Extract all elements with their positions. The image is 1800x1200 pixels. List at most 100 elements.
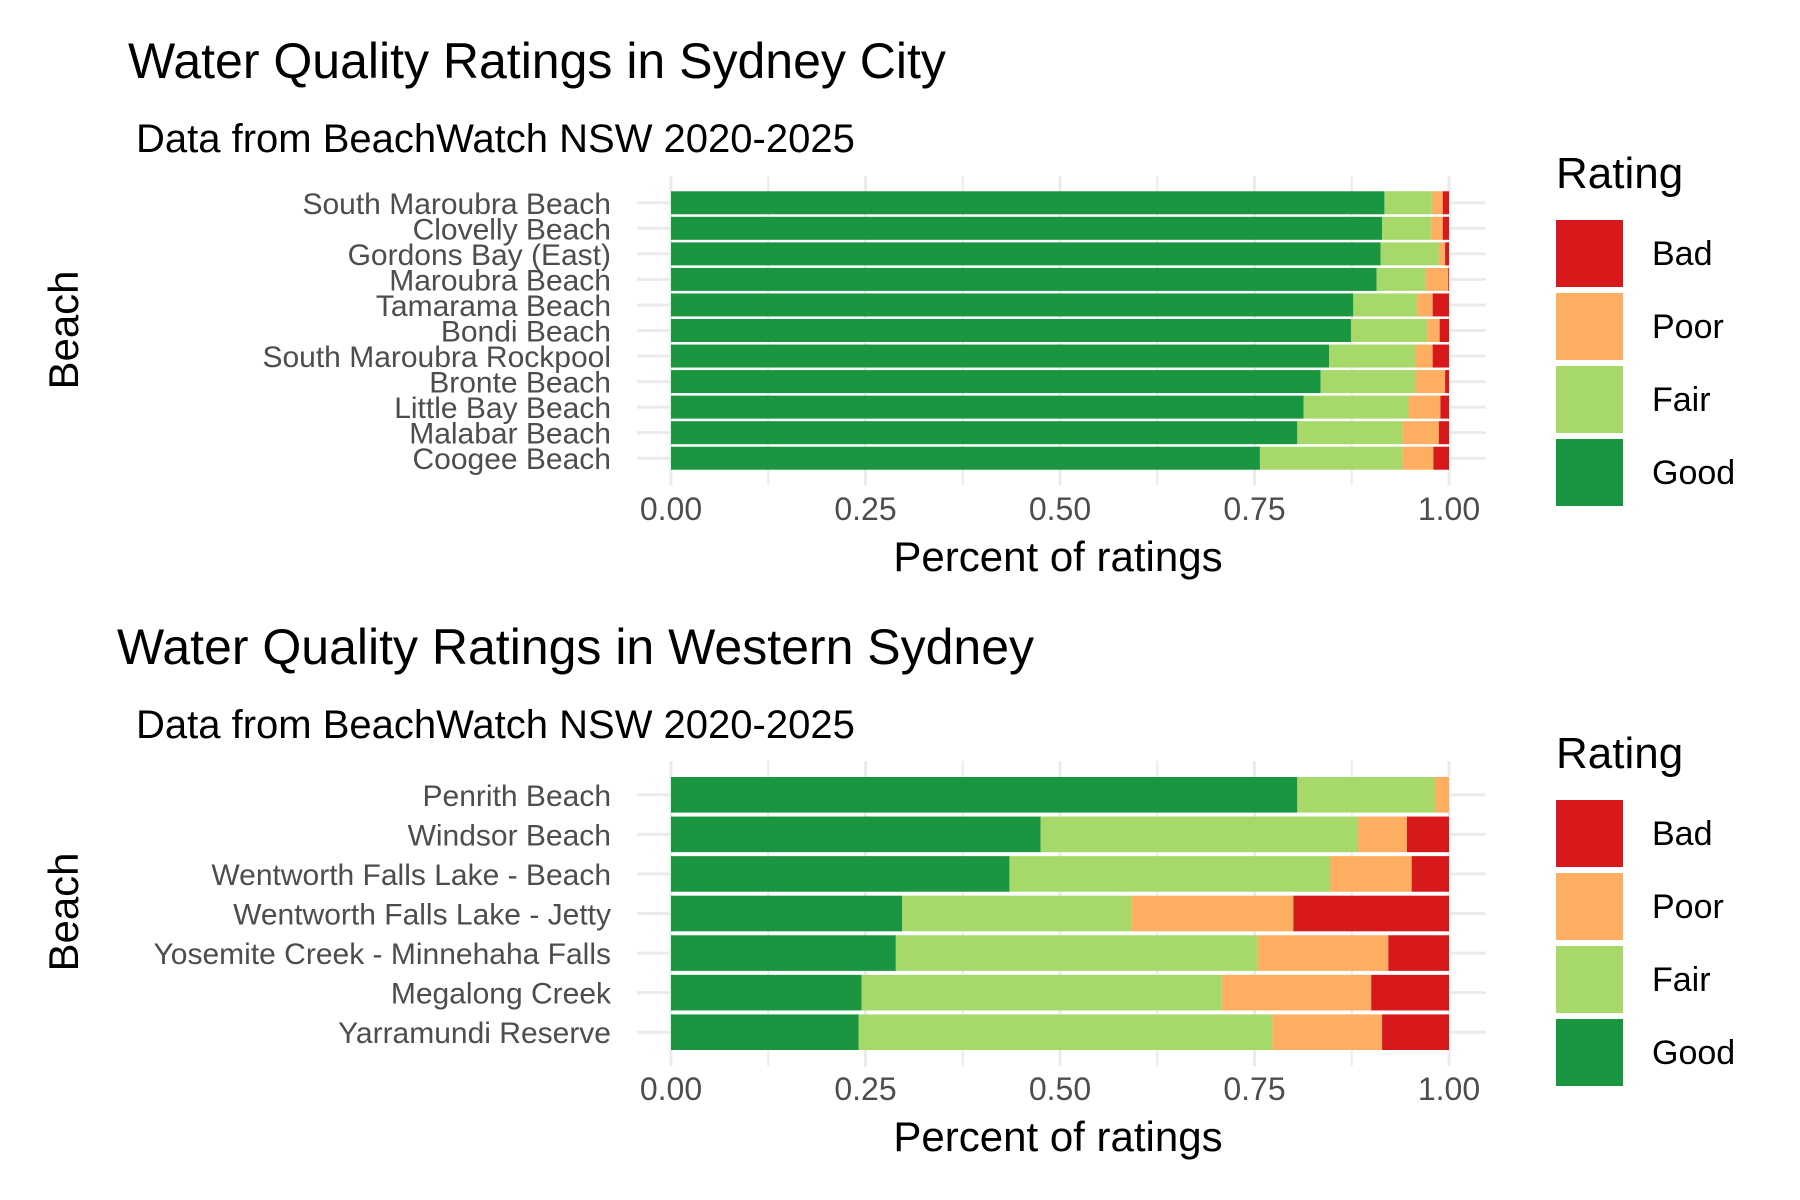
bar-segment-good <box>671 446 1260 470</box>
y-axis-label: Beach <box>40 852 87 971</box>
x-axis-label: Percent of ratings <box>893 1113 1222 1160</box>
y-tick-label: Yarramundi Reserve <box>338 1017 611 1050</box>
y-tick-label: Windsor Beach <box>408 819 611 852</box>
bar-segment-good <box>671 895 903 932</box>
bar-segment-bad <box>1440 395 1449 419</box>
y-axis-label: Beach <box>40 270 87 389</box>
y-tick-label: Bondi Beach <box>441 316 611 349</box>
y-tick-label: Tamarama Beach <box>376 290 611 323</box>
bar-segment-good <box>671 421 1298 445</box>
y-tick-label: South Maroubra Beach <box>302 188 611 221</box>
bar-segment-fair <box>1040 816 1358 853</box>
y-tick-label: Gordons Bay (East) <box>348 239 611 272</box>
x-tick-label: 0.00 <box>640 491 702 527</box>
bar-segment-fair <box>1259 446 1403 470</box>
legend-label: Fair <box>1652 961 1711 999</box>
bar-segment-good <box>671 816 1041 853</box>
bar-segment-good <box>671 395 1304 419</box>
y-tick-label: Clovelly Beach <box>413 213 611 246</box>
bar-segment-bad <box>1371 974 1449 1011</box>
bar-segment-poor <box>1415 370 1446 394</box>
bar-segment-fair <box>1376 267 1426 291</box>
legend-key-bad <box>1556 800 1623 867</box>
y-tick-label: Maroubra Beach <box>389 264 611 297</box>
x-axis-label: Percent of ratings <box>893 533 1222 580</box>
y-tick-label: Megalong Creek <box>391 978 612 1011</box>
bar-segment-bad <box>1382 1014 1449 1051</box>
legend: Rating Bad Poor Fair Good <box>1556 729 1735 1086</box>
bar-segment-bad <box>1445 242 1449 266</box>
bar-segment-good <box>671 370 1321 394</box>
bar-segment-poor <box>1408 395 1441 419</box>
bar-segment-fair <box>1303 395 1409 419</box>
bar-segment-fair <box>1329 344 1416 368</box>
y-tick-label: Malabar Beach <box>409 418 611 451</box>
bar-segment-good <box>671 216 1383 240</box>
chart-panel-1: Water Quality Ratings in Sydney City Data… <box>40 33 1735 580</box>
chart-subtitle: Data from BeachWatch NSW 2020-2025 <box>136 703 855 747</box>
bar-segment-fair <box>1009 856 1330 892</box>
bar-segment-poor <box>1131 895 1294 932</box>
bar-segment-fair <box>861 974 1222 1011</box>
bar-segment-bad <box>1411 856 1449 892</box>
bar-segment-fair <box>1384 191 1432 215</box>
bar-segment-poor <box>1438 242 1446 266</box>
y-tick-label: Bronte Beach <box>429 367 611 400</box>
bar-segment-good <box>671 776 1298 813</box>
bar-segment-poor <box>1415 344 1433 368</box>
bar-segment-good <box>671 242 1381 266</box>
bar-segment-fair <box>1320 370 1416 394</box>
bar-segment-fair <box>1380 242 1439 266</box>
x-tick-label: 0.25 <box>834 491 896 527</box>
bar-segment-poor <box>1427 319 1440 342</box>
bar-segment-fair <box>1297 776 1435 813</box>
bar-segment-poor <box>1257 935 1389 971</box>
bar-segment-poor <box>1425 267 1449 291</box>
bar-segment-poor <box>1434 776 1449 813</box>
bar-segment-bad <box>1445 370 1449 394</box>
bar-segment-poor <box>1417 293 1433 317</box>
legend-title: Rating <box>1556 149 1683 198</box>
bar-segment-fair <box>895 935 1258 971</box>
legend-key-poor <box>1556 873 1623 940</box>
bar-segment-bad <box>1432 344 1449 368</box>
x-tick-label: 1.00 <box>1418 1071 1480 1107</box>
x-tick-label: 0.25 <box>834 1071 896 1107</box>
chart-title: Water Quality Ratings in Sydney City <box>128 33 946 89</box>
legend-key-poor <box>1556 293 1623 360</box>
bar-segment-fair <box>1353 293 1418 317</box>
bar-segment-poor <box>1272 1014 1383 1051</box>
bar-segment-bad <box>1448 267 1449 291</box>
legend-label: Good <box>1652 454 1735 492</box>
bar-segment-bad <box>1438 421 1449 445</box>
x-tick-label: 0.00 <box>640 1071 702 1107</box>
y-tick-label: Wentworth Falls Lake - Beach <box>211 859 611 892</box>
bar-segment-bad <box>1439 319 1449 342</box>
bar-segment-good <box>671 935 896 971</box>
y-tick-label: South Maroubra Rockpool <box>262 341 611 374</box>
bar-segment-bad <box>1388 935 1449 971</box>
y-tick-label: Penrith Beach <box>423 780 611 813</box>
bar-segment-good <box>671 344 1330 368</box>
bar-segment-bad <box>1293 895 1449 932</box>
bar-segment-poor <box>1357 816 1407 853</box>
y-tick-label: Coogee Beach <box>413 443 612 476</box>
bar-segment-bad <box>1432 293 1449 317</box>
chart-subtitle: Data from BeachWatch NSW 2020-2025 <box>136 117 855 161</box>
chart-panel-2: Water Quality Ratings in Western Sydney D… <box>40 619 1735 1160</box>
bar-segment-good <box>671 974 862 1011</box>
bar-segment-good <box>671 856 1010 892</box>
x-tick-label: 0.75 <box>1223 491 1285 527</box>
bar-segment-good <box>671 1014 859 1051</box>
bar-segment-fair <box>1297 421 1403 445</box>
bar-segment-good <box>671 293 1354 317</box>
bar-segment-bad <box>1442 216 1449 240</box>
x-tick-label: 0.50 <box>1029 1071 1091 1107</box>
y-tick-label: Yosemite Creek - Minnehaha Falls <box>154 938 611 971</box>
bar-segment-bad <box>1406 816 1449 853</box>
legend-label: Bad <box>1652 815 1713 853</box>
bar-segment-fair <box>902 895 1132 932</box>
legend-key-fair <box>1556 366 1623 433</box>
x-tick-label: 0.75 <box>1223 1071 1285 1107</box>
